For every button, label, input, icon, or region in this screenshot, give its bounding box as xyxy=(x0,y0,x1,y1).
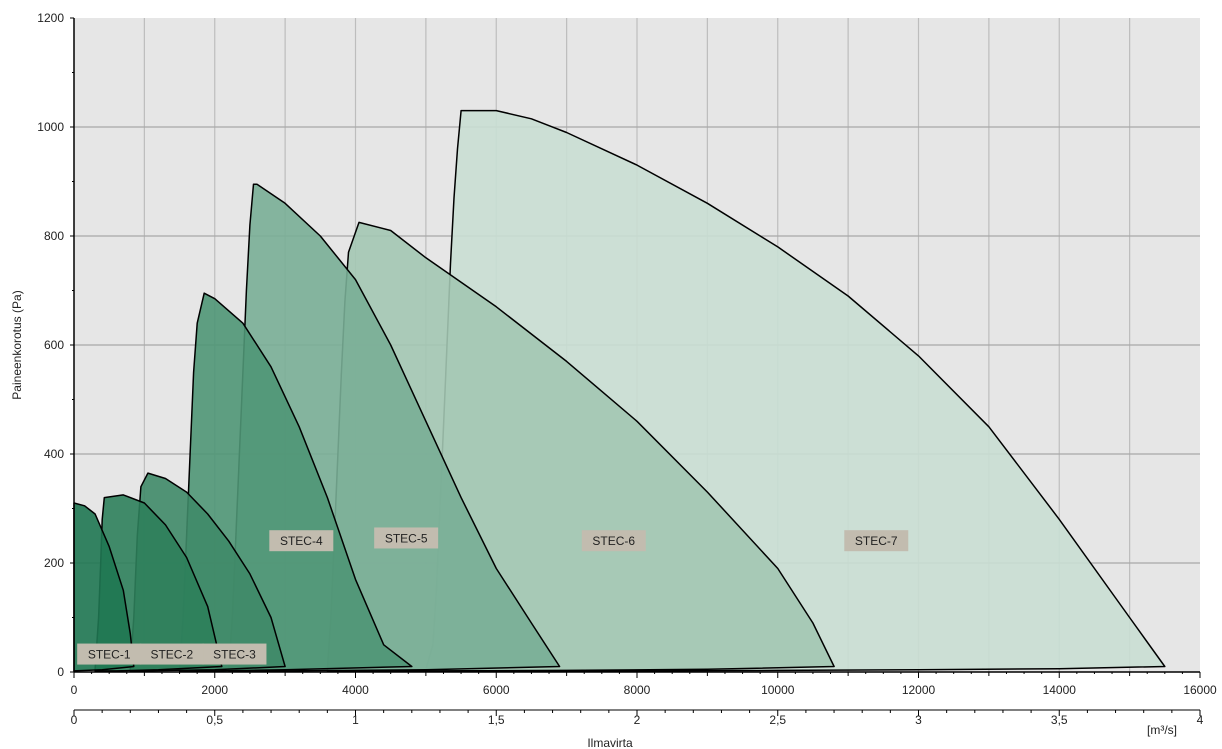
series-label-box xyxy=(374,527,439,549)
series-label-stec-7: STEC-7 xyxy=(844,530,909,552)
series-label-text: STEC-6 xyxy=(592,534,635,548)
series-label-text: STEC-1 xyxy=(88,648,131,662)
x-tick-label: 6000 xyxy=(483,683,510,697)
series-areas xyxy=(73,109,1166,672)
x2-tick-label: 1 xyxy=(352,713,359,727)
series-label-stec-4: STEC-4 xyxy=(269,530,334,552)
series-label-text: STEC-3 xyxy=(213,648,256,662)
x2-tick-label: 4 xyxy=(1197,713,1204,727)
x-tick-label: 4000 xyxy=(342,683,369,697)
series-label-stec-2: STEC-2 xyxy=(139,643,204,665)
series-label-text: STEC-2 xyxy=(150,648,193,662)
x2-tick-label: 0 xyxy=(71,713,78,727)
series-label-stec-3: STEC-3 xyxy=(202,643,267,665)
x2-axis-unit: [m³/s] xyxy=(1147,723,1177,737)
x-tick-label: 14000 xyxy=(1043,683,1077,697)
x-tick-label: 10000 xyxy=(761,683,795,697)
x-tick-label: 8000 xyxy=(624,683,651,697)
x-axis-title: Ilmavirta xyxy=(587,736,633,749)
series-labels: STEC-7 STEC-6 STEC-5 STEC-4 STEC-3 STEC-2 STEC… xyxy=(77,527,909,665)
series-area-stec-1 xyxy=(73,502,135,672)
x2-tick-label: 0,5 xyxy=(206,713,223,727)
x2-tick-label: 2 xyxy=(634,713,641,727)
series-label-box xyxy=(77,643,142,665)
series-label-text: STEC-5 xyxy=(385,531,428,545)
series-label-box xyxy=(581,530,646,552)
series-label-text: STEC-4 xyxy=(280,534,323,548)
series-label-stec-1: STEC-1 xyxy=(77,643,142,665)
y-tick-label: 1200 xyxy=(37,11,64,25)
x-tick-label: 16000 xyxy=(1183,683,1217,697)
y-tick-label: 200 xyxy=(44,556,64,570)
series-label-box xyxy=(844,530,909,552)
x-tick-label: 0 xyxy=(71,683,78,697)
x-tick-label: 12000 xyxy=(902,683,936,697)
series-label-box xyxy=(269,530,334,552)
y-tick-label: 0 xyxy=(57,665,64,679)
y-tick-label: 600 xyxy=(44,338,64,352)
series-label-box xyxy=(202,643,267,665)
series-label-box xyxy=(139,643,204,665)
x-tick-label: 2000 xyxy=(201,683,228,697)
series-label-text: STEC-7 xyxy=(855,534,898,548)
series-label-stec-5: STEC-5 xyxy=(374,527,439,549)
x2-tick-label: 1,5 xyxy=(488,713,505,727)
x2-tick-label: 3 xyxy=(915,713,922,727)
x2-tick-label: 2,5 xyxy=(769,713,786,727)
y-tick-label: 1000 xyxy=(37,120,64,134)
x2-tick-label: 3,5 xyxy=(1051,713,1068,727)
y-tick-label: 400 xyxy=(44,447,64,461)
series-label-stec-6: STEC-6 xyxy=(581,530,646,552)
y-tick-label: 800 xyxy=(44,229,64,243)
y-axis-title: Paineenkorotus (Pa) xyxy=(10,290,24,399)
